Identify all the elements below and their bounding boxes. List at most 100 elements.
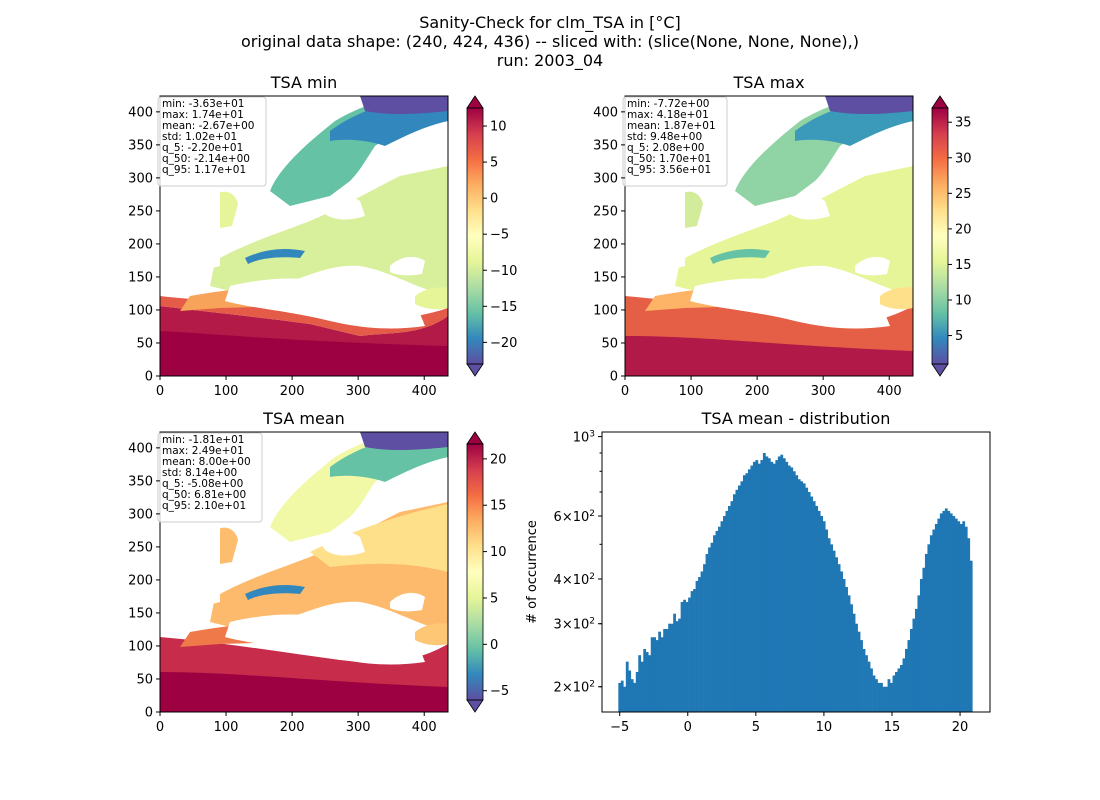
- colorbar-tick-label: 10: [955, 294, 972, 309]
- histogram-bar: [892, 675, 896, 712]
- stat-line: std: 8.14e+00: [162, 467, 237, 479]
- x-tick-label: 300: [811, 384, 836, 399]
- y-tick-label: 50: [136, 672, 153, 687]
- stat-line: q_50: 1.70e+01: [627, 153, 711, 165]
- axes-tsa-mean: 0 100 200 300 400 0 50 100 150 200 250 300 350 400: [128, 441, 436, 735]
- y-tick-label: 100: [128, 303, 153, 318]
- x-tick-label: 15: [884, 720, 901, 735]
- histogram-bar: [962, 521, 966, 712]
- colorbar-tick-label: −10: [490, 264, 517, 279]
- histogram-bar: [964, 526, 968, 712]
- colorbar-gradient: [467, 108, 483, 364]
- panel-title-distribution: TSA mean - distribution: [701, 409, 891, 428]
- stat-line: min: -1.81e+01: [162, 434, 244, 446]
- histogram-bar: [947, 510, 951, 712]
- histogram-bar: [728, 505, 731, 712]
- x-tick-label: 10: [816, 720, 833, 735]
- histogram-bar: [780, 454, 784, 712]
- histogram-bar: [730, 501, 734, 712]
- histogram-bar: [775, 460, 779, 712]
- histogram-bar: [904, 648, 908, 712]
- histogram-bar: [825, 529, 829, 712]
- colorbar-extend-top: [466, 95, 484, 109]
- histogram-bar: [777, 456, 781, 712]
- panel-tsa-max: TSA max: [593, 73, 971, 399]
- colorbar-extend-bottom: [466, 699, 484, 713]
- histogram-bar: [797, 479, 801, 712]
- histogram-bar: [932, 529, 936, 712]
- histogram-bar: [840, 571, 843, 712]
- histogram-bar: [693, 589, 696, 712]
- histogram-bar: [827, 538, 831, 712]
- histogram-bar: [620, 680, 624, 712]
- histogram-bar: [715, 530, 719, 712]
- histogram-bar: [929, 535, 933, 712]
- colorbar-tick-label: 15: [490, 499, 507, 514]
- stat-line: q_5: -2.20e+01: [162, 142, 243, 154]
- histogram-bar: [957, 521, 961, 712]
- colorbar-tick-label: 20: [490, 452, 507, 467]
- histogram-bar: [663, 628, 666, 712]
- histogram-bar: [643, 648, 647, 712]
- histogram-bar: [705, 553, 709, 712]
- histogram-bar: [673, 613, 676, 712]
- x-tick-label: 100: [214, 720, 239, 735]
- histogram-bar: [623, 686, 627, 712]
- histogram-bar: [640, 661, 644, 712]
- colorbar-tick-label: 30: [955, 151, 972, 166]
- stat-line: std: 1.02e+01: [162, 131, 237, 143]
- histogram-bar: [747, 469, 751, 712]
- histogram-bar: [713, 535, 716, 712]
- histogram-bar: [882, 686, 886, 712]
- y-tick-label: 0: [145, 370, 153, 385]
- y-tick-label: 3×102: [554, 617, 595, 633]
- histogram-bar: [900, 665, 903, 712]
- panel-distribution: TSA mean - distribution # of occurrence …: [525, 409, 991, 735]
- y-axis-label: # of occurrence: [525, 520, 540, 624]
- histogram-bar: [787, 465, 791, 712]
- y-tick-label: 0: [610, 370, 618, 385]
- histogram-bar: [618, 682, 622, 712]
- colorbar-tick-label: −15: [490, 300, 517, 315]
- y-tick-label: 4×102: [554, 572, 595, 588]
- histogram-bar: [845, 586, 848, 712]
- histogram-bar: [678, 618, 681, 712]
- histogram-bar: [954, 518, 958, 712]
- colorbar-tick-label: 10: [490, 545, 507, 560]
- x-tick-label: 300: [346, 720, 371, 735]
- y-tick-label: 200: [593, 237, 618, 252]
- histogram-bar: [937, 518, 941, 712]
- colorbar-tick-label: 0: [490, 638, 498, 653]
- histogram-bars: [618, 452, 973, 712]
- axes-tsa-min: 0 100 200 300 400 0 50 100 150 200 250 300 350 400: [128, 105, 436, 399]
- histogram-bar: [855, 623, 858, 712]
- histogram-bar: [802, 483, 806, 712]
- colorbar-tsa-mean: 20 15 10 5 0 −5: [466, 431, 509, 713]
- stat-line: max: 2.49e+01: [162, 445, 244, 457]
- stats-box-tsa-mean: min: -1.81e+01 max: 2.49e+01 mean: 8.00e…: [157, 432, 263, 523]
- histogram-bar: [807, 492, 811, 712]
- histogram-bar: [790, 467, 794, 712]
- histogram-bar: [895, 671, 898, 712]
- histogram-bar: [907, 640, 911, 712]
- histogram-bar: [872, 675, 876, 712]
- x-tick-label: 200: [280, 720, 305, 735]
- histogram-bar: [703, 564, 706, 712]
- histogram-bar: [890, 682, 893, 712]
- histogram-bar: [685, 601, 689, 712]
- y-tick-label: 350: [593, 138, 618, 153]
- histogram-bar: [959, 523, 963, 712]
- panel-title-tsa-mean: TSA mean: [262, 409, 345, 428]
- histogram-bar: [655, 640, 659, 712]
- histogram-bar: [862, 648, 866, 712]
- stat-line: q_95: 2.10e+01: [162, 500, 246, 512]
- histogram-bar: [757, 463, 761, 712]
- stat-line: min: -7.72e+00: [627, 98, 709, 110]
- colorbar-frame: [466, 107, 484, 365]
- histogram-bar: [680, 601, 684, 712]
- histogram-bar: [857, 631, 861, 712]
- histogram-bar: [812, 501, 816, 712]
- histogram-bar: [755, 460, 759, 712]
- histogram-bar: [782, 458, 786, 712]
